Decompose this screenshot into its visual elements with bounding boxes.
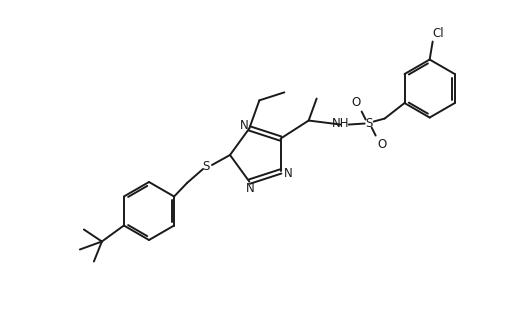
Text: O: O xyxy=(351,96,360,109)
Text: Cl: Cl xyxy=(433,27,444,40)
Text: S: S xyxy=(202,160,210,174)
Text: N: N xyxy=(240,119,249,132)
Text: S: S xyxy=(365,117,372,130)
Text: N: N xyxy=(284,167,293,180)
Text: N: N xyxy=(246,182,255,195)
Text: O: O xyxy=(377,138,386,151)
Text: NH: NH xyxy=(332,117,349,130)
